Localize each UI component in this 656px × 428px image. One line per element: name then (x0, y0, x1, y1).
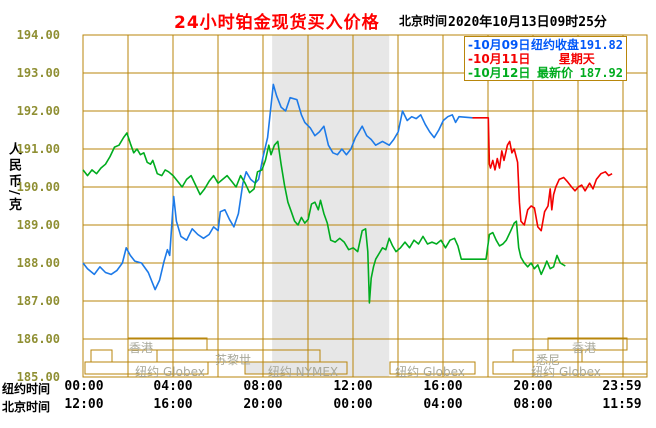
legend-row: -10月09日 纽约收盘 191.82 (468, 38, 623, 52)
bj-time-tick: 08:00 (513, 397, 553, 412)
y-tick-label: 190.00 (16, 180, 60, 194)
bj-time-tick: 04:00 (423, 397, 463, 412)
y-tick-label: 194.00 (16, 28, 60, 42)
session-box (90, 349, 113, 363)
y-tick-label: 186.00 (16, 332, 60, 346)
legend-value: 187.92 (579, 66, 623, 80)
price-line-oct12 (82, 132, 566, 304)
x-axis-bj-label: 北京时间 (2, 400, 51, 414)
price-line-oct09 (82, 83, 473, 291)
legend-date: -10月09日 (468, 38, 531, 52)
x-axis-ny-label: 纽约时间 (2, 382, 51, 396)
bj-time-tick: 12:00 (64, 397, 104, 412)
session-label: 纽约 NYMEX (267, 365, 339, 379)
ny-time-tick: 08:00 (243, 379, 283, 394)
y-tick-label: 191.00 (16, 142, 60, 156)
session-box (389, 361, 476, 375)
session-label: 香港 (571, 341, 597, 355)
session-box (156, 349, 321, 363)
plot-border (82, 34, 648, 378)
header-timezone-label: 北京时间 (399, 14, 448, 28)
legend-date: -10月12日 (468, 66, 531, 80)
legend-box: -10月09日 纽约收盘 191.82 -10月11日 星期天 -10月12日 最新价 187… (464, 36, 627, 81)
session-label: 香港 (128, 341, 154, 355)
bj-time-tick: 11:59 (602, 397, 642, 412)
session-box (84, 361, 209, 375)
bj-time-tick: 20:00 (243, 397, 283, 412)
session-box (492, 361, 648, 375)
session-label: 苏黎世 (214, 353, 252, 367)
legend-row: -10月12日 最新价 187.92 (468, 66, 623, 80)
ny-time-tick: 00:00 (64, 379, 104, 394)
legend-series-label: 星期天 (558, 52, 595, 66)
legend-value: 191.82 (579, 38, 623, 52)
ny-time-tick: 12:00 (333, 379, 373, 394)
legend-series-label: 纽约收盘 (531, 38, 580, 52)
page-title: 24小时铂金现货买入价格 (174, 13, 380, 33)
legend-date: -10月11日 (468, 52, 531, 66)
session-label: 悉尼 (535, 353, 561, 367)
session-box (244, 361, 348, 375)
y-tick-label: 187.00 (16, 294, 60, 308)
y-tick-label: 188.00 (16, 256, 60, 270)
y-axis-unit-label: 人民币/克 (6, 142, 21, 214)
legend-row: -10月11日 星期天 (468, 52, 623, 66)
ny-time-tick: 23:59 (602, 379, 642, 394)
session-label: 纽约 Globex (135, 365, 205, 379)
session-box (547, 337, 628, 351)
bj-time-tick: 16:00 (153, 397, 193, 412)
legend-series-label: 最新价 (537, 66, 574, 80)
ny-time-tick: 16:00 (423, 379, 463, 394)
price-line-oct11 (472, 117, 613, 232)
session-box-fill (245, 362, 347, 374)
y-tick-label: 189.00 (16, 218, 60, 232)
y-tick-label: 193.00 (16, 66, 60, 80)
session-label: 纽约 Globex (531, 365, 601, 379)
bj-time-tick: 00:00 (333, 397, 373, 412)
header-datetime: 2020年10月13日09时25分 (448, 15, 607, 30)
nymex-session-band (272, 35, 390, 377)
y-tick-label: 192.00 (16, 104, 60, 118)
y-tick-label: 185.00 (16, 370, 60, 384)
ny-time-tick: 20:00 (513, 379, 553, 394)
session-label: 纽约 Globex (395, 365, 465, 379)
ny-time-tick: 04:00 (153, 379, 193, 394)
